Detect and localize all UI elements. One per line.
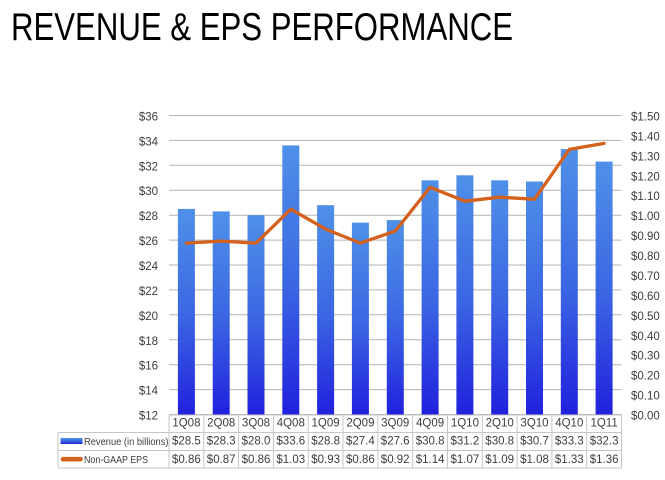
svg-text:$26: $26	[139, 236, 158, 248]
svg-text:1Q09: 1Q09	[312, 418, 340, 430]
svg-text:$0.70: $0.70	[631, 271, 660, 283]
svg-text:$0.86: $0.86	[242, 454, 271, 466]
svg-text:$0.00: $0.00	[631, 411, 660, 423]
svg-text:Non-GAAP EPS: Non-GAAP EPS	[84, 454, 148, 466]
svg-text:$0.20: $0.20	[631, 371, 660, 383]
svg-text:$33.6: $33.6	[276, 435, 305, 447]
svg-text:$28.3: $28.3	[207, 435, 236, 447]
svg-text:$0.87: $0.87	[207, 454, 236, 466]
svg-text:$12: $12	[139, 411, 158, 423]
svg-text:$33.3: $33.3	[555, 435, 584, 447]
svg-text:$0.40: $0.40	[631, 331, 660, 343]
svg-text:3Q08: 3Q08	[242, 418, 270, 430]
svg-text:$1.08: $1.08	[520, 454, 549, 466]
svg-text:$28.5: $28.5	[172, 435, 201, 447]
svg-text:$18: $18	[139, 336, 158, 348]
svg-text:$32: $32	[139, 161, 158, 173]
svg-text:$1.07: $1.07	[451, 454, 480, 466]
svg-text:$27.6: $27.6	[381, 435, 410, 447]
svg-text:$0.30: $0.30	[631, 351, 660, 363]
svg-text:2Q09: 2Q09	[346, 418, 374, 430]
svg-text:$30.8: $30.8	[416, 435, 445, 447]
svg-text:$1.33: $1.33	[555, 454, 584, 466]
svg-text:3Q09: 3Q09	[381, 418, 409, 430]
svg-text:$30: $30	[139, 186, 158, 198]
svg-text:$28.8: $28.8	[311, 435, 340, 447]
svg-text:3Q10: 3Q10	[520, 418, 548, 430]
svg-text:Revenue (in billions): Revenue (in billions)	[84, 436, 169, 448]
svg-text:$1.03: $1.03	[276, 454, 305, 466]
svg-text:$1.20: $1.20	[631, 171, 660, 183]
svg-text:$32.3: $32.3	[590, 435, 619, 447]
svg-text:$30.8: $30.8	[485, 435, 514, 447]
svg-text:$1.09: $1.09	[485, 454, 514, 466]
svg-text:$0.86: $0.86	[346, 454, 375, 466]
svg-text:$1.40: $1.40	[631, 131, 660, 143]
svg-text:$0.93: $0.93	[311, 454, 340, 466]
svg-text:1Q10: 1Q10	[451, 418, 479, 430]
svg-text:4Q10: 4Q10	[555, 418, 583, 430]
svg-text:$28: $28	[139, 211, 158, 223]
svg-text:$16: $16	[139, 361, 158, 373]
svg-text:$1.36: $1.36	[590, 454, 619, 466]
svg-text:$14: $14	[139, 386, 159, 398]
svg-text:$28.0: $28.0	[242, 435, 271, 447]
svg-text:$1.00: $1.00	[631, 211, 660, 223]
svg-text:$36: $36	[139, 112, 158, 124]
svg-text:4Q08: 4Q08	[277, 418, 305, 430]
svg-text:$0.86: $0.86	[172, 454, 201, 466]
svg-text:$31.2: $31.2	[451, 435, 480, 447]
svg-text:4Q09: 4Q09	[416, 418, 444, 430]
svg-text:2Q08: 2Q08	[207, 418, 235, 430]
svg-text:$34: $34	[139, 136, 159, 148]
svg-text:$20: $20	[139, 311, 158, 323]
svg-text:$22: $22	[139, 286, 158, 298]
svg-text:$27.4: $27.4	[346, 435, 375, 447]
svg-text:$1.14: $1.14	[416, 454, 445, 466]
svg-text:1Q08: 1Q08	[172, 418, 200, 430]
svg-text:$1.10: $1.10	[631, 191, 660, 203]
svg-text:$0.60: $0.60	[631, 291, 660, 303]
svg-text:$30.7: $30.7	[520, 435, 549, 447]
svg-text:$0.80: $0.80	[631, 251, 660, 263]
svg-text:$24: $24	[139, 261, 159, 273]
svg-text:$0.10: $0.10	[631, 391, 660, 403]
svg-text:$1.30: $1.30	[631, 151, 660, 163]
svg-text:$0.50: $0.50	[631, 311, 660, 323]
svg-text:$0.90: $0.90	[631, 231, 660, 243]
svg-text:$0.92: $0.92	[381, 454, 410, 466]
svg-text:1Q11: 1Q11	[590, 418, 617, 430]
svg-text:$1.50: $1.50	[631, 112, 660, 124]
svg-text:2Q10: 2Q10	[486, 418, 514, 430]
